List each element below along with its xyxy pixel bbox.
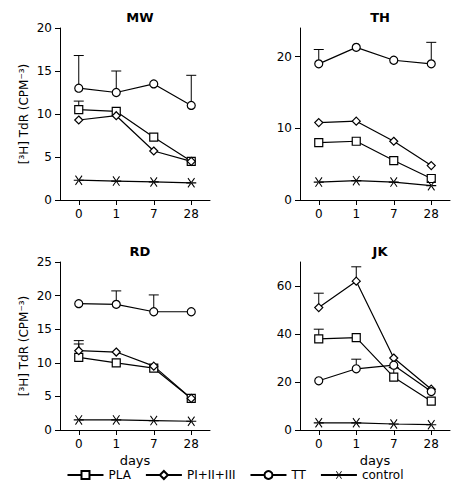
svg-text:0: 0 bbox=[284, 193, 292, 207]
svg-text:0: 0 bbox=[284, 423, 292, 437]
svg-text:1: 1 bbox=[352, 437, 360, 451]
svg-text:20: 20 bbox=[37, 21, 52, 35]
svg-text:20: 20 bbox=[37, 289, 52, 303]
svg-text:28: 28 bbox=[184, 207, 199, 221]
svg-text:5: 5 bbox=[44, 389, 52, 403]
svg-text:PI+II+III: PI+II+III bbox=[187, 468, 236, 482]
svg-text:10: 10 bbox=[37, 356, 52, 370]
svg-text:0: 0 bbox=[44, 193, 52, 207]
svg-text:28: 28 bbox=[424, 437, 439, 451]
svg-text:1: 1 bbox=[352, 207, 360, 221]
svg-text:TH: TH bbox=[370, 10, 390, 25]
svg-text:20: 20 bbox=[277, 375, 292, 389]
svg-text:15: 15 bbox=[37, 322, 52, 336]
svg-text:RD: RD bbox=[130, 244, 151, 259]
svg-text:0: 0 bbox=[315, 437, 323, 451]
svg-text:28: 28 bbox=[424, 207, 439, 221]
svg-text:25: 25 bbox=[37, 255, 52, 269]
svg-text:control: control bbox=[362, 468, 404, 482]
svg-text:[³H] TdR (CPM⁻³): [³H] TdR (CPM⁻³) bbox=[17, 64, 31, 165]
svg-text:1: 1 bbox=[112, 207, 120, 221]
svg-text:[³H] TdR (CPM⁻³): [³H] TdR (CPM⁻³) bbox=[17, 296, 31, 397]
svg-text:0: 0 bbox=[44, 423, 52, 437]
svg-text:7: 7 bbox=[390, 207, 398, 221]
svg-text:5: 5 bbox=[44, 150, 52, 164]
svg-text:7: 7 bbox=[150, 437, 158, 451]
svg-text:PLA: PLA bbox=[108, 468, 131, 482]
svg-text:40: 40 bbox=[277, 327, 292, 341]
svg-text:1: 1 bbox=[112, 437, 120, 451]
svg-text:28: 28 bbox=[184, 437, 199, 451]
svg-text:10: 10 bbox=[37, 107, 52, 121]
svg-text:0: 0 bbox=[75, 207, 83, 221]
svg-text:0: 0 bbox=[75, 437, 83, 451]
svg-text:TT: TT bbox=[290, 468, 306, 482]
svg-text:0: 0 bbox=[315, 207, 323, 221]
svg-text:7: 7 bbox=[150, 207, 158, 221]
svg-text:60: 60 bbox=[277, 279, 292, 293]
svg-text:MW: MW bbox=[126, 10, 153, 25]
svg-text:20: 20 bbox=[277, 50, 292, 64]
svg-text:days: days bbox=[360, 453, 391, 468]
svg-text:JK: JK bbox=[372, 244, 389, 259]
svg-text:15: 15 bbox=[37, 64, 52, 78]
svg-text:10: 10 bbox=[277, 121, 292, 135]
svg-text:days: days bbox=[120, 453, 151, 468]
svg-text:7: 7 bbox=[390, 437, 398, 451]
